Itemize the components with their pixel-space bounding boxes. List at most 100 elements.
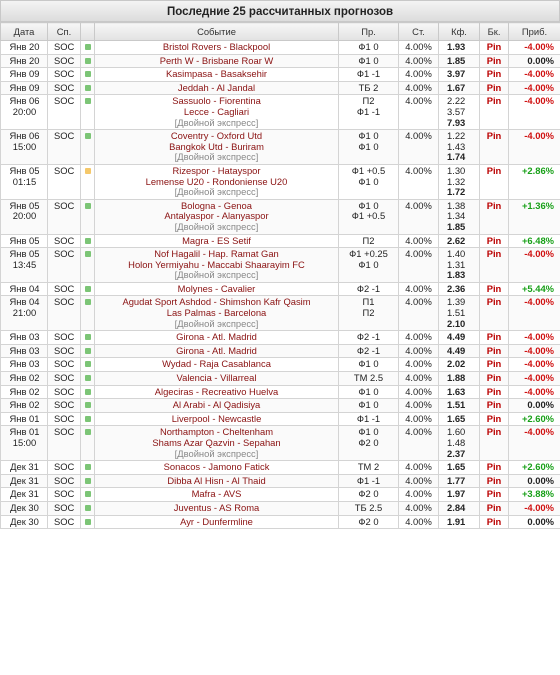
prediction-text: Ф2 -1 (356, 282, 381, 294)
event-link[interactable]: Al Arabi - Al Qadisiya (172, 399, 261, 411)
header-bookmaker[interactable]: Бк. (479, 22, 509, 41)
profit-cell: +2.60% (508, 460, 560, 475)
prediction-text: Ф1 +0.5 (351, 164, 386, 176)
event-link[interactable]: Juventus - AS Roma (173, 501, 260, 513)
prediction-text: Ф1 +0.5 (351, 210, 386, 222)
event-cell: Sonacos - Jamono Fatick (94, 460, 339, 475)
odds-value: 4.49 (447, 331, 477, 343)
event-link[interactable]: Molynes - Cavalier (177, 282, 256, 294)
prediction-cell: Ф2 -1 (338, 330, 399, 345)
event-link[interactable]: Bologna - Genoa (181, 199, 252, 211)
event-link[interactable]: Northampton - Cheltenham (159, 426, 274, 438)
stake-cell: 4.00% (398, 53, 439, 69)
event-link[interactable]: Las Palmas - Barcelona (166, 307, 267, 319)
odds-cell: 1.39 1.51 2.10 (438, 295, 480, 332)
header-profit[interactable]: Приб. (508, 22, 560, 41)
event-line: Girona - Atl. Madrid (97, 331, 336, 343)
header-event[interactable]: Событие (94, 22, 339, 41)
odds-value: 1.67 (447, 82, 477, 94)
event-link[interactable]: Nof Hagalil - Hap. Ramat Gan (154, 248, 279, 260)
sport-cell: SOC (47, 40, 81, 55)
event-link[interactable]: Ayr - Dunfermline (180, 515, 253, 527)
table-row: Янв 04 SOC Molynes - Cavalier Ф2 -1 4.00% 2.3… (0, 281, 560, 297)
date-text: 01:15 (12, 175, 37, 187)
header-date[interactable]: Дата (0, 22, 48, 41)
event-line: Perth W - Brisbane Roar W (97, 54, 336, 67)
event-link[interactable]: Sonacos - Jamono Fatick (163, 461, 270, 473)
odds-value: 1.43 (447, 140, 466, 152)
date-text: Янв 04 (9, 282, 40, 294)
date-cell: Дек 31 (0, 487, 48, 502)
status-square-icon (84, 504, 91, 511)
event-link[interactable]: Coventry - Oxford Utd (170, 130, 263, 142)
prediction-text: П2 (362, 307, 375, 319)
event-cell: Al Arabi - Al Qadisiya (94, 398, 339, 413)
profit-cell: -4.00% (508, 343, 560, 359)
event-link[interactable]: Rizespor - Hatayspor (172, 164, 261, 176)
odds-value: 2.84 (447, 501, 477, 514)
event-link[interactable]: Jeddah - Al Jandal (177, 81, 256, 93)
event-link[interactable]: Lemense U20 - Rondoniense U20 (145, 175, 288, 187)
header-sport[interactable]: Сп. (47, 22, 81, 41)
odds-cell: 4.49 (438, 343, 480, 359)
odds-value: 2.22 (447, 95, 466, 107)
sport-cell: SOC (47, 163, 81, 200)
event-link[interactable]: Magra - ES Setif (182, 234, 251, 246)
event-link[interactable]: Liverpool - Newcastle (171, 412, 262, 424)
date-cell: Янв 04 21:00 (0, 295, 48, 332)
event-line: Bologna - Genoa (97, 199, 336, 212)
odds-value: 1.34 (447, 210, 466, 222)
header-odds[interactable]: Кф. (438, 22, 480, 41)
event-link[interactable]: Lecce - Cagliari (183, 105, 250, 117)
sport-cell: SOC (47, 67, 81, 82)
event-link[interactable]: Girona - Atl. Madrid (176, 331, 257, 343)
odds-total: 1.97 (447, 488, 466, 500)
status-square-icon (84, 285, 91, 292)
odds-cell: 1.97 (438, 487, 480, 502)
header-status (80, 22, 95, 41)
event-line: Magra - ES Setif (97, 234, 336, 247)
prediction-cell: Ф1 0 Ф2 0 (338, 425, 399, 462)
event-link[interactable]: Agudat Sport Ashdod - Shimshon Kafr Qasi… (122, 296, 311, 308)
event-link[interactable]: Dibba Al Hisn - Al Thaid (167, 474, 266, 486)
event-link[interactable]: Kasimpasa - Basaksehir (165, 68, 268, 80)
event-link[interactable]: Bristol Rovers - Blackpool (162, 41, 271, 52)
date-cell: Дек 30 (0, 500, 48, 516)
header-stake[interactable]: Ст. (398, 22, 439, 41)
table-row: Янв 03 SOC Wydad - Raja Casablanca Ф1 0 4.00… (0, 357, 560, 373)
bookmaker-cell: Pin (479, 281, 509, 297)
odds-cell: 2.84 (438, 500, 480, 516)
event-link[interactable]: Girona - Atl. Madrid (176, 344, 257, 356)
status-square-icon (84, 388, 91, 395)
odds-total: 4.49 (447, 331, 466, 343)
odds-total: 3.97 (447, 68, 466, 80)
prediction-cell: Ф1 0 (338, 53, 399, 69)
event-link[interactable]: Sassuolo - Fiorentina (172, 95, 261, 107)
event-link[interactable]: Algeciras - Recreativo Huelva (154, 385, 279, 397)
event-link[interactable]: Shams Azar Qazvin - Sepahan (152, 437, 281, 448)
event-link[interactable]: Holon Yermiyahu - Maccabi Shaarayim FC (128, 258, 305, 270)
stake-cell: 4.00% (398, 460, 439, 475)
odds-total: 2.84 (447, 501, 466, 513)
prediction-text: Ф1 0 (358, 140, 379, 152)
profit-cell: +2.86% (508, 163, 560, 200)
event-link[interactable]: Wydad - Raja Casablanca (162, 358, 271, 370)
event-link[interactable]: Bangkok Utd - Buriram (169, 140, 264, 152)
event-line: Northampton - Cheltenham (97, 427, 336, 438)
event-link[interactable]: Antalyaspor - Alanyaspor (164, 210, 269, 222)
prediction-text: П2 (362, 95, 375, 107)
sport-cell: SOC (47, 460, 81, 475)
event-link[interactable]: Valencia - Villarreal (176, 372, 257, 384)
prediction-text: Ф1 0 (358, 199, 379, 211)
event-link[interactable]: Perth W - Brisbane Roar W (159, 54, 274, 66)
stake-cell: 4.00% (398, 247, 439, 283)
status-cell (80, 411, 95, 427)
status-square-icon (84, 491, 91, 498)
bookmaker-cell: Pin (479, 487, 509, 502)
odds-value: 1.51 (447, 399, 477, 411)
header-prediction[interactable]: Пр. (338, 22, 399, 41)
odds-total: 1.77 (447, 474, 466, 486)
odds-value: 1.65 (447, 413, 477, 425)
prediction-text: Ф2 0 (358, 488, 379, 500)
event-link[interactable]: Mafra - AVS (191, 488, 242, 500)
